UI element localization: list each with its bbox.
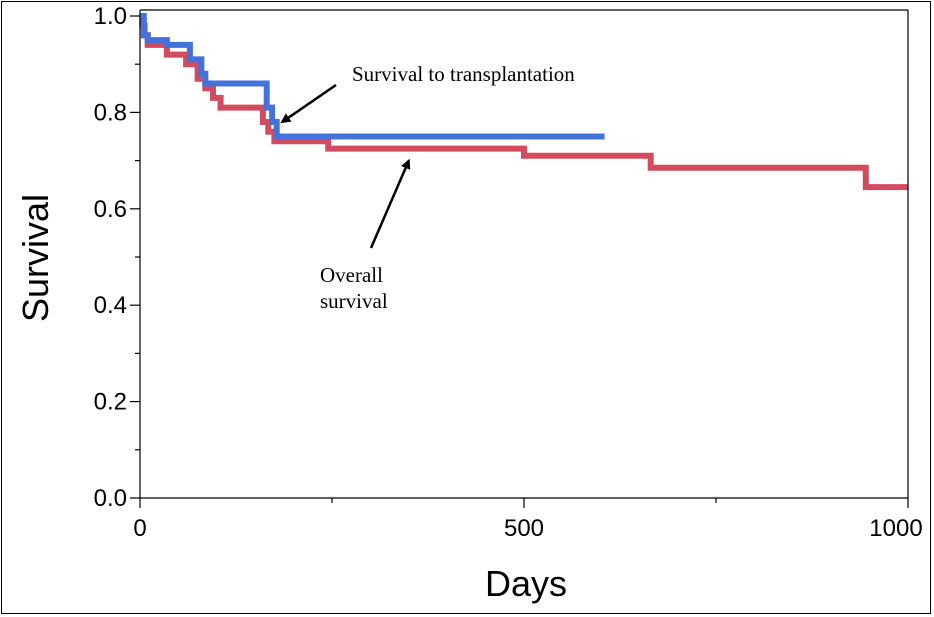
x-tick-label: 1000 bbox=[869, 515, 922, 542]
annotation-transplant: Survival to transplantation bbox=[352, 62, 575, 86]
y-tick-label: 0.8 bbox=[94, 99, 127, 126]
series-line-transplant bbox=[140, 13, 605, 140]
y-axis-title: Survival bbox=[15, 194, 56, 322]
x-axis-title: Days bbox=[485, 563, 567, 604]
x-tick-label: 500 bbox=[504, 515, 544, 542]
x-tick-label: 0 bbox=[133, 515, 146, 542]
y-tick-label: 0.6 bbox=[94, 196, 127, 223]
annotation-line: survival bbox=[320, 289, 388, 313]
y-tick-label: 0.4 bbox=[94, 292, 127, 319]
y-tick-label: 0.0 bbox=[94, 485, 127, 512]
annotation-line: Overall bbox=[320, 263, 383, 287]
annotation-line: Survival to transplantation bbox=[352, 62, 575, 86]
series-line-overall bbox=[139, 13, 908, 191]
annotation-arrow-overall bbox=[369, 158, 411, 249]
annotation-arrow-transplant bbox=[280, 83, 337, 124]
y-tick-label: 0.2 bbox=[94, 389, 127, 416]
y-tick-label: 1.0 bbox=[94, 3, 127, 30]
annotation-overall: Overall survival bbox=[320, 263, 388, 313]
